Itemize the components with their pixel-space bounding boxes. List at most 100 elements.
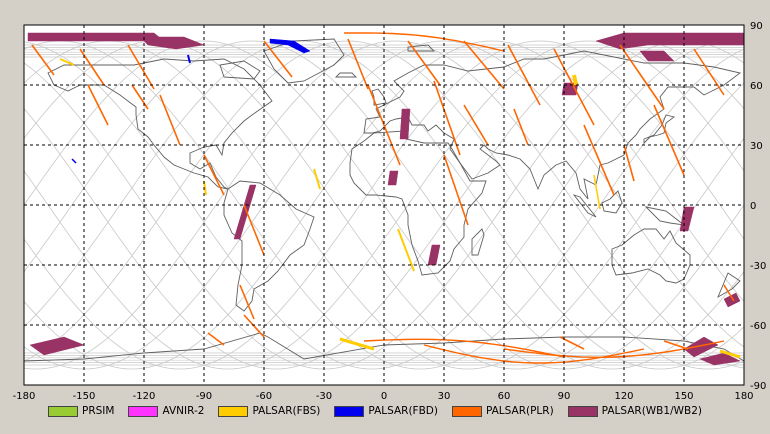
- latitude-tick-label: -60: [750, 321, 766, 332]
- legend-swatch: [451, 405, 482, 417]
- landmass-eurasia: [363, 50, 742, 200]
- legend-item-palsar-fbd: PALSAR(FBD): [334, 405, 438, 417]
- graticule: [23, 24, 745, 386]
- latitude-tick-label: -90: [750, 381, 766, 392]
- swath-palsar-plr: [583, 124, 615, 196]
- landmass-new-zealand: [717, 272, 741, 299]
- swath-palsar-plr: [131, 84, 149, 110]
- legend-label: PRSIM: [82, 405, 115, 417]
- swath-palsar-plr: [127, 44, 155, 90]
- legend-swatch: [567, 405, 598, 417]
- swath-palsar-plr: [203, 154, 225, 196]
- legend-item-palsar-wb: PALSAR(WB1/WB2): [567, 405, 702, 417]
- landmass-svalbard: [407, 44, 436, 52]
- swath-palsar-plr: [623, 144, 635, 182]
- swath-palsar-plr: [363, 338, 565, 358]
- latitude-tick-label: -30: [750, 261, 766, 272]
- swath-palsar-plr: [367, 84, 401, 166]
- swath-palsar-fbs: [593, 174, 601, 210]
- landmass-north-america: [47, 58, 273, 190]
- swath-palsar-plr: [423, 344, 645, 364]
- legend-label: PALSAR(FBD): [368, 405, 438, 417]
- swath-palsar-plr: [243, 314, 265, 338]
- swath-palsar-plr: [693, 48, 725, 96]
- swath-palsar-plr: [407, 40, 441, 86]
- swath-palsar-fbs: [313, 168, 321, 190]
- legend-label: PALSAR(PLR): [485, 405, 554, 417]
- observation-swaths: [27, 32, 745, 366]
- swath-palsar-fbd: [269, 38, 311, 54]
- longitude-tick-label: -90: [196, 391, 212, 402]
- longitude-tick-label: -120: [133, 391, 156, 402]
- longitude-tick-label: 90: [558, 391, 571, 402]
- longitude-labels: -180 -150 -120 -90 -60 -30 0 30 60 90 120 150 180: [13, 391, 754, 402]
- legend-swatch: [128, 405, 159, 417]
- swath-palsar-plr: [503, 340, 725, 359]
- swath-palsar-plr: [443, 154, 469, 226]
- swath-palsar-wb: [683, 336, 719, 358]
- longitude-tick-label: 150: [674, 391, 693, 402]
- longitude-tick-label: 30: [438, 391, 451, 402]
- swath-palsar-fbs: [719, 349, 741, 359]
- longitude-tick-label: 120: [614, 391, 633, 402]
- landmass-greenland: [263, 38, 345, 84]
- swath-palsar-wb: [387, 170, 399, 186]
- swath-palsar-wb: [233, 184, 257, 240]
- landmass-japan: [643, 114, 676, 145]
- swath-palsar-plr: [513, 108, 529, 146]
- swath-palsar-plr: [344, 32, 505, 52]
- swath-palsar-plr: [463, 40, 505, 90]
- legend-swatch: [218, 405, 249, 417]
- swath-palsar-wb: [699, 352, 741, 366]
- legend-swatch: [48, 405, 78, 417]
- swath-palsar-plr: [239, 284, 255, 320]
- landmass-madagascar: [471, 228, 485, 256]
- swath-palsar-plr: [723, 284, 735, 302]
- legend-item-avnir2: AVNIR-2: [128, 405, 204, 417]
- latitude-tick-label: 60: [750, 81, 763, 92]
- swath-palsar-plr: [159, 94, 181, 146]
- swath-palsar-wb: [427, 244, 441, 266]
- swath-palsar-wb: [399, 108, 411, 140]
- swath-palsar-fbd: [71, 158, 77, 164]
- swath-palsar-fbs: [339, 337, 375, 351]
- longitude-tick-label: -30: [316, 391, 332, 402]
- legend: PRSIM AVNIR-2 PALSAR(FBS) PALSAR(FBD) PA…: [48, 403, 716, 419]
- swath-palsar-wb: [723, 292, 741, 308]
- swath-palsar-plr: [207, 332, 225, 346]
- swath-palsar-plr: [507, 44, 541, 106]
- swath-palsar-fbs: [397, 228, 415, 272]
- landmass-iceland: [334, 72, 358, 78]
- swath-palsar-wb: [639, 50, 675, 62]
- legend-label: PALSAR(WB1/WB2): [601, 405, 702, 417]
- legend-item-palsar-plr: PALSAR(PLR): [451, 405, 554, 417]
- legend-item-palsar-fbs: PALSAR(FBS): [218, 405, 320, 417]
- swath-palsar-plr: [263, 40, 293, 78]
- longitude-tick-label: 180: [734, 391, 753, 402]
- swath-palsar-fbs: [59, 58, 75, 66]
- legend-label: PALSAR(FBS): [252, 405, 321, 417]
- swath-palsar-plr: [653, 104, 685, 176]
- legend-label: AVNIR-2: [162, 405, 205, 417]
- latitude-tick-label: 0: [750, 201, 756, 212]
- swath-palsar-wb: [139, 36, 205, 50]
- latitude-tick-label: 90: [750, 21, 763, 32]
- swath-palsar-plr: [87, 84, 109, 126]
- landmass-borneo: [601, 190, 623, 214]
- longitude-tick-label: 0: [381, 391, 387, 402]
- plot-frame: [23, 24, 745, 386]
- swath-palsar-plr: [243, 204, 265, 256]
- latitude-tick-label: 30: [750, 141, 763, 152]
- swath-palsar-plr: [619, 44, 665, 110]
- swath-palsar-plr: [463, 104, 489, 146]
- latitude-labels: 90 60 30 0 -30 -60 -90: [750, 21, 766, 392]
- longitude-tick-label: 60: [498, 391, 511, 402]
- longitude-tick-label: -60: [256, 391, 272, 402]
- swath-palsar-fbd: [187, 54, 191, 64]
- swath-palsar-plr: [663, 340, 689, 350]
- legend-item-prsim: PRSIM: [48, 405, 114, 417]
- landmass-sumatra: [572, 194, 597, 218]
- swath-palsar-plr: [347, 38, 369, 90]
